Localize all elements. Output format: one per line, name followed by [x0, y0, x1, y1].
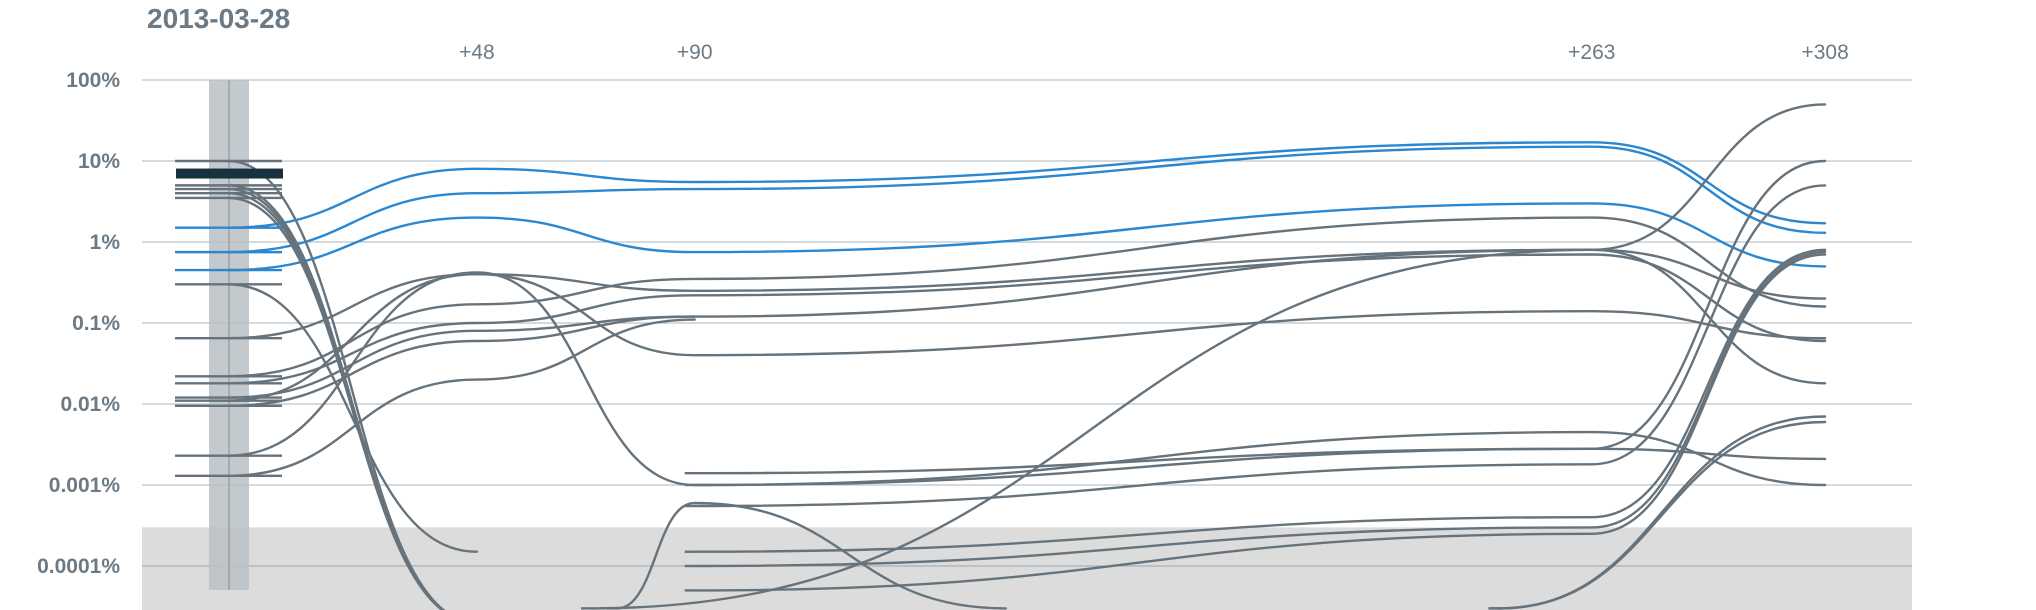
series-line — [226, 272, 1827, 402]
series-line — [589, 103, 1827, 610]
x-tick-label: +308 — [1801, 41, 1848, 64]
gridlines — [142, 79, 1912, 567]
series-line — [226, 187, 446, 610]
series-line — [226, 315, 696, 407]
series-line — [226, 141, 1827, 229]
series-line — [1497, 420, 1827, 610]
series-line — [693, 184, 1827, 508]
selected-date-band — [209, 80, 249, 590]
series-lines — [226, 103, 1827, 610]
y-tick-label: 1% — [90, 231, 121, 254]
series-line — [226, 283, 479, 553]
series-line — [693, 253, 1827, 592]
series-line — [226, 145, 1827, 254]
y-tick-label: 0.01% — [60, 393, 120, 416]
series-line — [226, 318, 696, 477]
x-tick-label: +48 — [459, 41, 495, 64]
series-line — [226, 216, 1827, 378]
series-line — [226, 202, 1827, 272]
series-line — [226, 248, 1827, 399]
series-line — [615, 501, 1007, 610]
y-tick-label: 0.0001% — [37, 555, 120, 578]
low-value-shaded-region — [142, 527, 1912, 610]
start-markers — [175, 159, 1499, 610]
y-tick-label: 10% — [78, 150, 120, 173]
selected-series-marker — [176, 168, 283, 179]
series-line — [693, 447, 1827, 475]
shade-rect — [142, 527, 1912, 610]
series-line — [693, 248, 1827, 553]
y-tick-label: 0.1% — [72, 312, 120, 335]
series-line — [226, 248, 1827, 340]
axis-labels: 100% 10% 1% 0.1% 0.01% 0.001% 0.0001% +48 +90 +26… — [37, 41, 1849, 578]
y-tick-label: 0.001% — [49, 474, 121, 497]
series-line — [693, 159, 1827, 487]
series-line — [693, 250, 1827, 568]
x-tick-label: +263 — [1568, 41, 1615, 64]
y-tick-label: 100% — [66, 69, 120, 92]
chart-title: 2013-03-28 — [147, 3, 290, 34]
x-tick-label: +90 — [677, 41, 713, 64]
